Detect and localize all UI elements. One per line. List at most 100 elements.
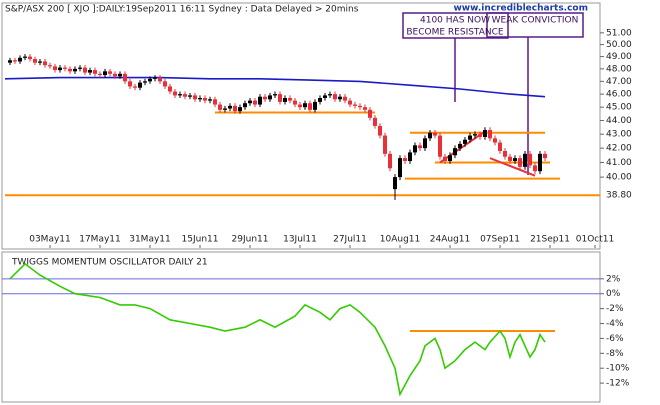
candle-body	[508, 156, 512, 162]
chart-title: TWIGGS MOMENTUM OSCILLATOR DAILY 21	[11, 258, 208, 268]
candle-body	[153, 77, 157, 79]
annotation-text: WEAK CONVICTION	[492, 16, 579, 26]
candle-body	[493, 138, 497, 143]
candle-body	[288, 98, 292, 101]
candle-body	[198, 98, 202, 100]
candle-body	[268, 95, 272, 100]
x-tick-label: 21Sep11	[530, 235, 570, 245]
candle-body	[383, 135, 387, 154]
price-panel-frame	[1, 2, 601, 250]
y-tick-label: 47.00	[606, 77, 632, 87]
candle-body	[233, 105, 237, 112]
candle-body	[213, 99, 217, 105]
candle-body	[243, 103, 247, 108]
trend-line	[489, 157, 536, 177]
candle-body	[373, 117, 377, 126]
candle-body	[313, 101, 317, 110]
candle-body	[388, 153, 392, 169]
candle-body	[428, 132, 432, 139]
candle-body	[123, 73, 127, 82]
candle-body	[133, 86, 137, 88]
x-tick-label: 10Aug11	[380, 235, 420, 245]
candle-body	[438, 135, 442, 157]
candle-body	[513, 158, 517, 162]
candle-body	[483, 130, 487, 137]
x-tick-label: 15Jun11	[182, 235, 219, 245]
candle-body	[188, 95, 192, 97]
candle-body	[203, 98, 207, 101]
candle-body	[478, 134, 482, 137]
candle-body	[358, 105, 362, 108]
candle-body	[108, 71, 112, 74]
candle-body	[353, 104, 357, 106]
candle-body	[308, 103, 312, 110]
candle-body	[168, 86, 172, 92]
candle-body	[248, 100, 252, 104]
candle-body	[223, 108, 227, 110]
candle-body	[398, 158, 402, 178]
candle-body	[68, 68, 72, 72]
candle-body	[528, 153, 532, 166]
candle-body	[53, 66, 57, 71]
candle-body	[543, 153, 547, 159]
candle-body	[128, 81, 132, 87]
x-tick-label: 03May11	[29, 235, 71, 245]
y-tick-label: -4%	[606, 319, 624, 329]
candle-body	[238, 107, 242, 112]
chart-title: S&P/ASX 200 [ XJO ]:DAILY:19Sep2011 16:1…	[5, 5, 359, 15]
x-tick-label: 17May11	[79, 235, 121, 245]
candle-body	[8, 60, 12, 63]
candle-body	[378, 125, 382, 136]
y-tick-label: 46.00	[606, 90, 632, 100]
candle-body	[28, 56, 32, 60]
candle-body	[158, 77, 162, 82]
y-tick-label: 43.00	[606, 130, 632, 140]
candle-body	[143, 81, 147, 83]
candle-body	[113, 73, 117, 77]
candle-body	[458, 143, 462, 149]
candle-body	[443, 156, 447, 162]
candle-body	[43, 61, 47, 66]
candle-body	[258, 96, 262, 105]
moving-average	[4, 76, 546, 98]
candle-body	[363, 107, 367, 110]
y-tick-label: 44.00	[606, 116, 632, 126]
candle-body	[468, 135, 472, 140]
candle-body	[463, 139, 467, 144]
candle-body	[348, 100, 352, 105]
annotation-text: 4100 HAS NOW	[420, 16, 490, 26]
candle-body	[118, 73, 122, 77]
y-tick-label: -8%	[606, 349, 624, 359]
candle-body	[138, 82, 142, 88]
x-tick-label: 13Jul11	[283, 235, 317, 245]
candle-body	[523, 153, 527, 167]
candle-body	[413, 145, 417, 153]
candle-body	[23, 56, 27, 58]
y-tick-label: -10%	[606, 364, 630, 374]
candle-body	[78, 67, 82, 69]
candle-body	[448, 155, 452, 162]
y-tick-label: 41.00	[606, 158, 632, 168]
y-tick-label: 42.00	[606, 144, 632, 154]
candle-body	[48, 65, 52, 67]
y-tick-label: 2%	[606, 274, 621, 284]
y-tick-label: 49.00	[606, 52, 632, 62]
x-tick-label: 31May11	[129, 235, 171, 245]
candle-body	[103, 71, 107, 76]
y-tick-label: 0%	[606, 289, 621, 299]
candle-body	[263, 96, 267, 100]
candle-body	[473, 134, 477, 136]
candle-body	[93, 70, 97, 74]
oscillator-panel-frame	[1, 251, 601, 403]
candle-body	[533, 165, 537, 172]
candle-body	[368, 109, 372, 118]
annotation-text: BECOME RESISTANCE	[406, 28, 504, 38]
candle-body	[33, 59, 37, 63]
candle-body	[228, 105, 232, 109]
candle-body	[273, 94, 277, 96]
candle-body	[83, 67, 87, 73]
oscillator-line	[9, 262, 546, 397]
candle-body	[323, 95, 327, 99]
candle-body	[283, 98, 287, 102]
